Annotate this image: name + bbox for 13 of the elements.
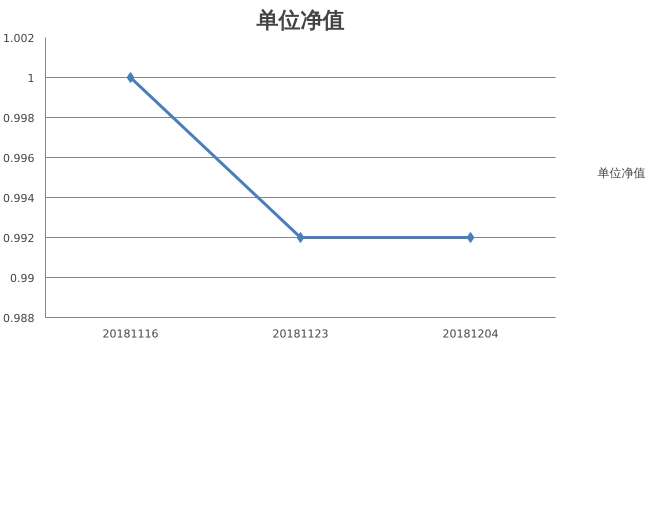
x-tick-label: 20181204 — [442, 328, 499, 340]
y-tick-label: 1 — [28, 72, 34, 85]
y-tick-label: 0.994 — [3, 192, 35, 205]
chart-title: 单位净值 — [256, 8, 344, 32]
y-tick-label: 0.988 — [3, 312, 35, 325]
y-tick-label: 0.99 — [10, 272, 35, 285]
y-tick-label: 0.996 — [3, 152, 35, 165]
y-tick-label: 0.998 — [3, 112, 35, 125]
y-tick-label: 0.992 — [3, 232, 35, 245]
x-tick-label: 20181116 — [102, 328, 159, 340]
text: 单位净值 — [598, 165, 646, 182]
x-tick-label: 20181123 — [272, 328, 329, 340]
y-tick-label: 1.002 — [3, 32, 35, 45]
